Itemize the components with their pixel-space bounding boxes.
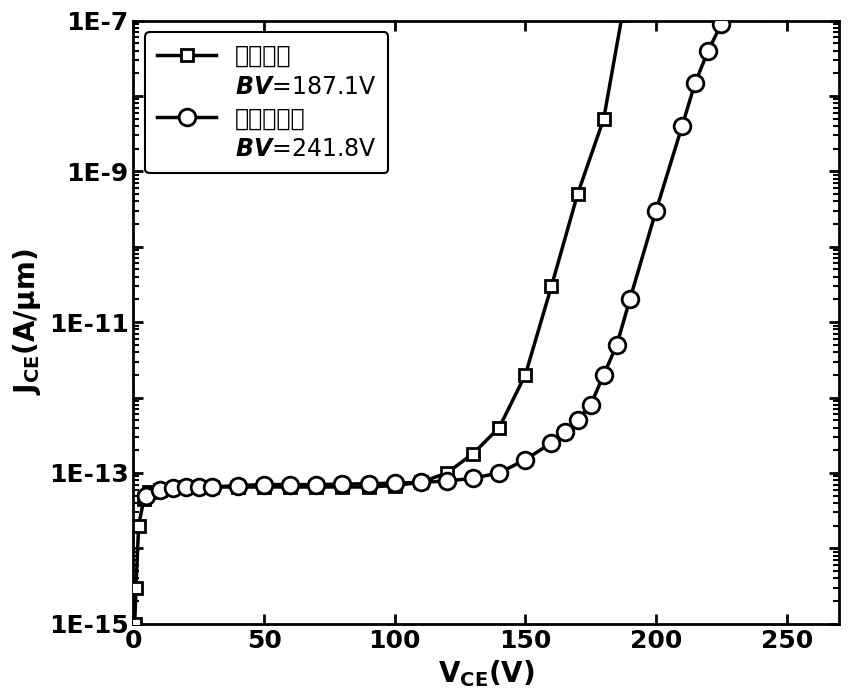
本发明结构 xyxy=(259,480,269,489)
本发明结构 xyxy=(651,206,661,215)
本发明结构 xyxy=(690,78,700,87)
本发明结构 xyxy=(194,483,204,491)
本发明结构 xyxy=(233,482,243,490)
常规结构 xyxy=(207,483,217,491)
常规结构 xyxy=(155,485,165,494)
常规结构 xyxy=(139,495,149,503)
X-axis label: V$_{\mathregular{CE}}$(V): V$_{\mathregular{CE}}$(V) xyxy=(438,658,535,689)
本发明结构 xyxy=(442,477,452,485)
本发明结构 xyxy=(416,478,426,486)
常规结构 xyxy=(133,522,144,530)
本发明结构 xyxy=(364,480,374,488)
本发明结构 xyxy=(625,295,635,304)
本发明结构 xyxy=(559,428,570,436)
常规结构 xyxy=(389,482,400,490)
本发明结构 xyxy=(729,0,740,2)
常规结构 xyxy=(547,282,557,290)
常规结构 xyxy=(617,10,627,19)
常规结构 xyxy=(598,115,609,123)
常规结构 xyxy=(416,478,426,486)
本发明结构 xyxy=(677,122,687,130)
常规结构 xyxy=(144,489,154,497)
本发明结构 xyxy=(547,439,557,447)
常规结构 xyxy=(573,190,583,198)
常规结构 xyxy=(468,449,479,458)
本发明结构 xyxy=(703,46,713,55)
本发明结构 xyxy=(285,480,295,489)
常规结构 xyxy=(364,483,374,491)
Line: 常规结构: 常规结构 xyxy=(128,8,628,630)
常规结构 xyxy=(494,424,504,432)
常规结构 xyxy=(129,620,139,628)
常规结构 xyxy=(131,584,141,592)
本发明结构 xyxy=(155,485,165,494)
常规结构 xyxy=(311,483,321,491)
本发明结构 xyxy=(586,400,596,409)
本发明结构 xyxy=(468,474,479,482)
Y-axis label: J$_{\mathregular{CE}}$(A/μm): J$_{\mathregular{CE}}$(A/μm) xyxy=(11,249,43,396)
本发明结构 xyxy=(760,8,770,16)
本发明结构 xyxy=(207,483,217,491)
本发明结构 xyxy=(141,491,151,500)
常规结构 xyxy=(233,483,243,491)
常规结构 xyxy=(180,483,190,491)
常规结构 xyxy=(285,483,295,491)
本发明结构 xyxy=(612,341,622,349)
本发明结构 xyxy=(520,456,530,464)
常规结构 xyxy=(442,469,452,477)
本发明结构 xyxy=(167,484,178,492)
本发明结构 xyxy=(389,479,400,487)
本发明结构 xyxy=(180,483,190,491)
常规结构 xyxy=(259,483,269,491)
本发明结构 xyxy=(573,416,583,424)
常规结构 xyxy=(520,370,530,379)
Line: 本发明结构: 本发明结构 xyxy=(139,0,774,504)
本发明结构 xyxy=(311,480,321,489)
本发明结构 xyxy=(494,469,504,477)
本发明结构 xyxy=(337,480,348,489)
本发明结构 xyxy=(717,20,727,28)
Legend: 常规结构, $\bfit{BV}$=187.1V, 本发明结构, $\bfit{BV}$=241.8V: 常规结构, $\bfit{BV}$=187.1V, 本发明结构, $\bfit{… xyxy=(145,32,388,174)
常规结构 xyxy=(337,483,348,491)
本发明结构 xyxy=(598,370,609,379)
